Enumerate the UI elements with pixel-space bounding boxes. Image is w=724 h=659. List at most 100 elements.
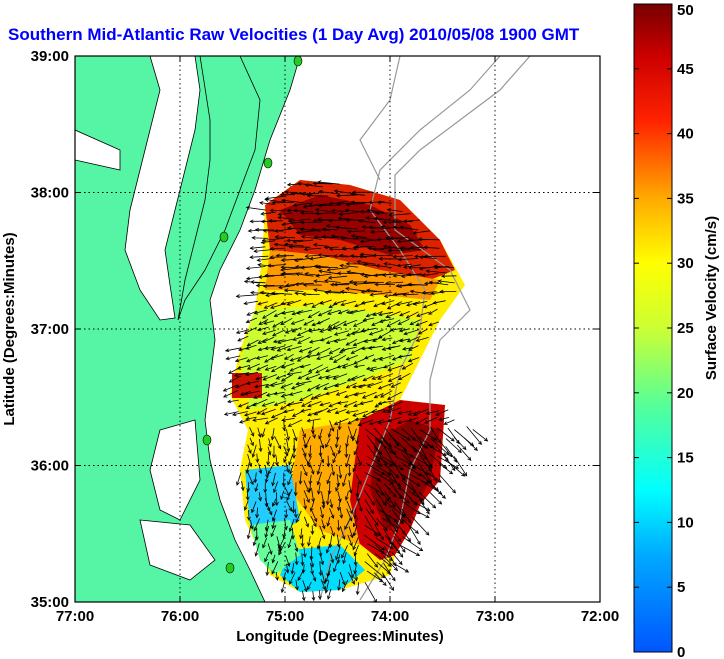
velocity-arrow (335, 409, 347, 414)
velocity-arrowhead (336, 193, 341, 198)
velocity-arrow (247, 482, 250, 492)
velocity-arrow (317, 317, 330, 325)
velocity-arrow (301, 236, 322, 240)
velocity-arrow (307, 384, 321, 392)
velocity-arrowhead (380, 393, 385, 398)
velocity-arrow (310, 501, 315, 512)
velocity-arrow (437, 455, 459, 469)
velocity-arrow (256, 453, 258, 463)
velocity-arrow (235, 357, 248, 362)
velocity-arrowhead (249, 255, 254, 260)
velocity-arrow (337, 554, 341, 564)
velocity-arrowhead (299, 535, 303, 540)
velocity-arrow (391, 509, 404, 525)
velocity-arrow (338, 579, 341, 591)
velocity-arrow (376, 518, 388, 531)
velocity-arrowhead (309, 507, 314, 512)
velocity-arrow (400, 518, 419, 534)
velocity-arrow (388, 364, 404, 371)
velocity-arrowhead (349, 542, 353, 547)
velocity-arrowhead (256, 258, 261, 262)
velocity-arrow (227, 399, 239, 403)
velocity-arrow (303, 498, 306, 510)
velocity-arrow (329, 200, 348, 205)
velocity-arrowhead (320, 560, 325, 566)
velocity-arrow (374, 544, 393, 561)
velocity-arrow (270, 256, 287, 258)
velocity-arrow (309, 482, 311, 491)
velocity-arrowhead (290, 570, 295, 575)
velocity-arrowhead (338, 349, 344, 354)
velocity-arrow (438, 417, 450, 421)
velocity-arrow (223, 384, 239, 392)
velocity-arrowhead (361, 395, 367, 399)
velocity-arrowhead (336, 201, 341, 206)
velocity-arrowhead (262, 331, 267, 335)
velocity-arrow (398, 410, 412, 414)
velocity-arrow (390, 428, 411, 441)
velocity-arrowhead (348, 517, 353, 522)
velocity-arrow (307, 401, 322, 407)
velocity-arrow (314, 265, 329, 268)
velocity-arrow (330, 445, 335, 457)
velocity-arrowhead (381, 272, 387, 277)
velocity-arrow (312, 591, 315, 601)
velocity-arrow (258, 264, 275, 267)
velocity-arrow (336, 194, 358, 197)
velocity-arrow (271, 428, 275, 440)
chart-title: Southern Mid-Atlantic Raw Velocities (1 … (8, 25, 580, 44)
velocity-arrowhead (325, 391, 330, 396)
velocity-arrow (241, 480, 244, 491)
velocity-arrowhead (259, 201, 264, 205)
velocity-arrow (292, 336, 304, 341)
velocity-arrow (288, 535, 293, 548)
velocity-arrow (370, 291, 392, 296)
velocity-arrowhead (286, 371, 291, 376)
velocity-arrowhead (319, 329, 324, 333)
velocity-arrow (381, 572, 394, 591)
velocity-arrowhead (367, 345, 373, 350)
velocity-arrow (307, 418, 321, 422)
velocity-arrowhead (335, 487, 339, 492)
velocity-arrowhead (315, 273, 320, 278)
velocity-arrowhead (373, 273, 378, 278)
velocity-arrowhead (336, 527, 341, 532)
velocity-arrow (292, 527, 294, 539)
velocity-arrowhead (399, 520, 404, 525)
velocity-arrow (295, 282, 314, 285)
velocity-arrowhead (297, 181, 302, 186)
velocity-arrow (365, 483, 385, 496)
velocity-arrowhead (265, 392, 271, 397)
velocity-arrowhead (267, 451, 272, 456)
velocity-arrowhead (311, 498, 316, 503)
velocity-arrow (272, 509, 277, 521)
velocity-arrow (327, 267, 349, 271)
velocity-arrowhead (320, 459, 325, 464)
velocity-arrow (408, 357, 420, 362)
velocity-arrow (276, 492, 278, 506)
velocity-arrow (295, 510, 302, 523)
velocity-arrowhead (235, 330, 241, 334)
velocity-arrowhead (360, 328, 365, 333)
velocity-arrowhead (264, 273, 269, 278)
velocity-arrow (295, 552, 298, 565)
velocity-arrow (268, 507, 273, 515)
velocity-arrow (348, 564, 354, 578)
velocity-arrow (418, 444, 433, 468)
velocity-arrowhead (407, 417, 413, 422)
velocity-arrowhead (392, 273, 397, 278)
velocity-arrow (340, 526, 345, 540)
velocity-arrowhead (402, 292, 407, 297)
velocity-arrowhead (349, 509, 353, 515)
velocity-arrow (257, 427, 261, 438)
velocity-arrowhead (323, 386, 328, 390)
velocity-arrowhead (333, 282, 338, 287)
velocity-arrow (393, 274, 410, 277)
velocity-arrow (408, 345, 419, 351)
velocity-arrowhead (350, 234, 356, 238)
velocity-arrowhead (375, 264, 380, 268)
velocity-arrow (370, 366, 386, 371)
velocity-arrowhead (250, 480, 254, 486)
velocity-arrowhead (397, 420, 402, 425)
velocity-arrowhead (280, 258, 285, 263)
